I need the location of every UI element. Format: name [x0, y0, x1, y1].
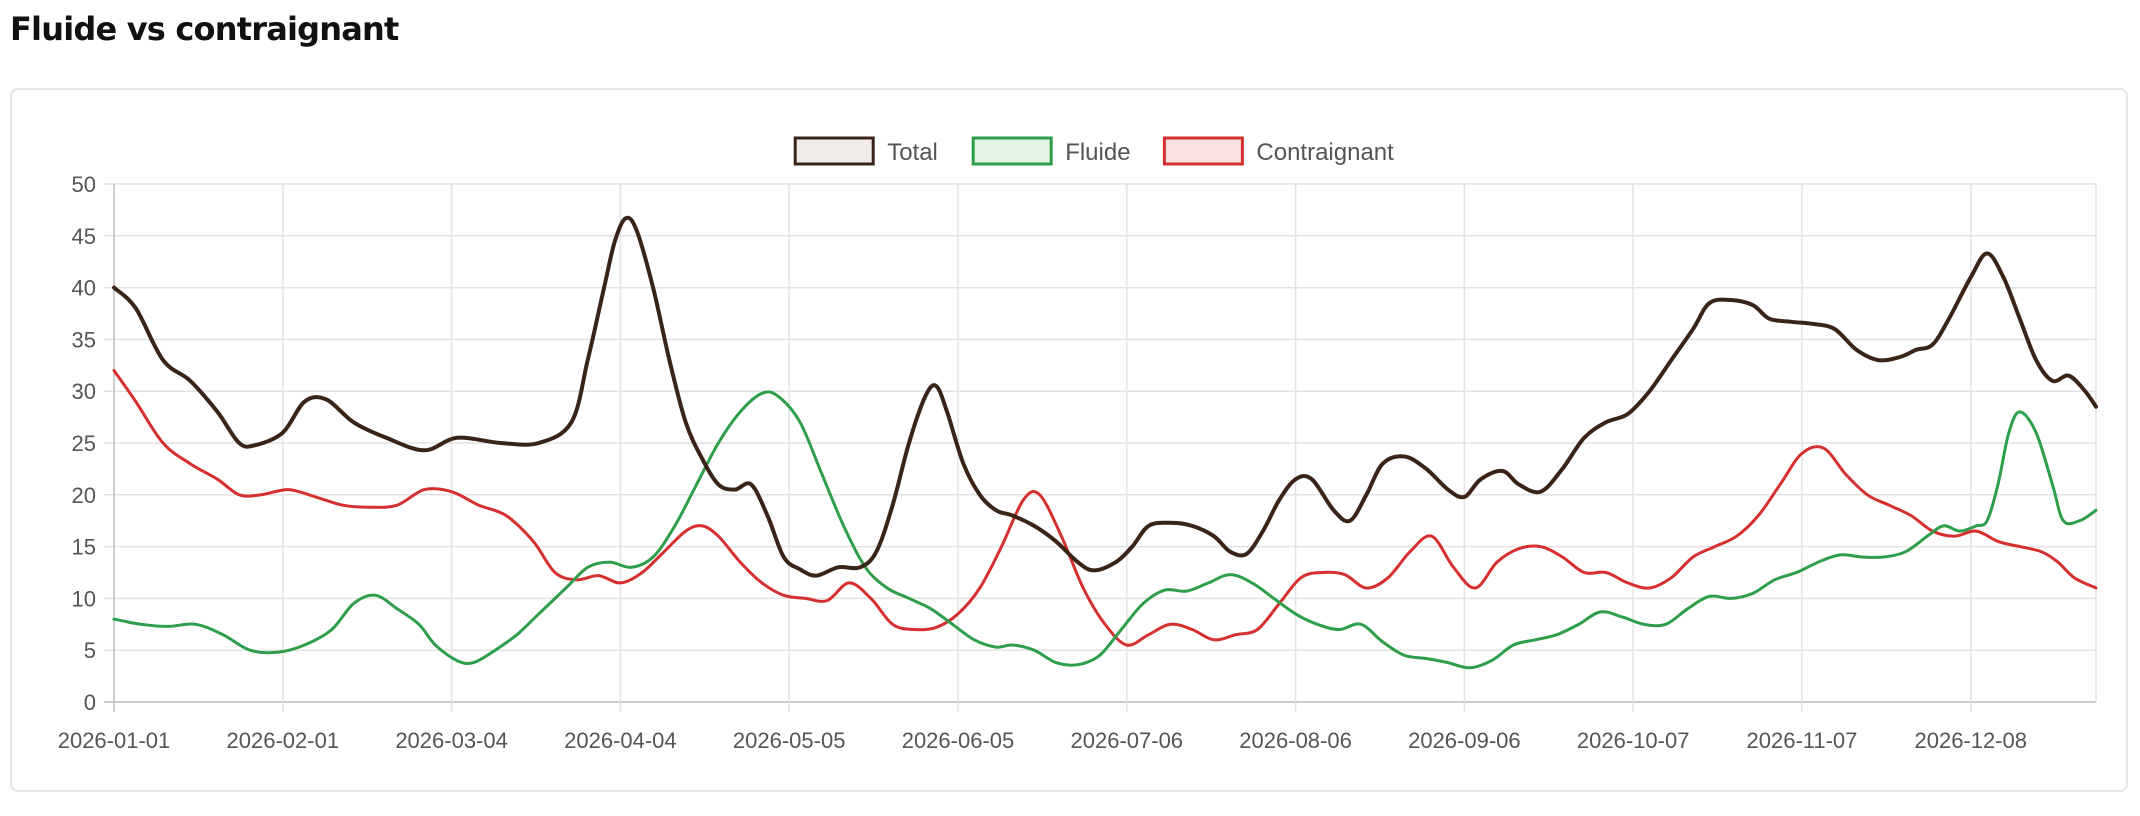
y-tick-label: 25 — [72, 431, 96, 456]
legend-item-fluide: Fluide — [971, 136, 1131, 166]
y-tick-label: 20 — [72, 483, 96, 508]
grid-lines — [104, 183, 2097, 712]
x-tick-label: 2026-07-06 — [1071, 728, 1184, 753]
x-tick-label: 2026-01-01 — [58, 728, 171, 753]
series-line-contraignant — [112, 369, 2098, 647]
series-line-fluide — [112, 390, 2098, 670]
legend-swatch — [1162, 136, 1244, 166]
x-tick-label: 2026-04-04 — [564, 728, 677, 753]
y-axis: 0 5 10 15 20 25 30 35 40 45 50 — [72, 172, 96, 715]
legend-label: Contraignant — [1256, 139, 1394, 166]
y-tick-label: 10 — [72, 586, 96, 611]
legend-item-contraignant: Contraignant — [1162, 136, 1394, 166]
y-tick-label: 45 — [72, 224, 96, 249]
x-tick-label: 2026-10-07 — [1577, 728, 1690, 753]
line-chart: 0 5 10 15 20 25 30 35 40 45 50 2026-01-01 2026-02-0… — [58, 136, 2098, 753]
x-tick-label: 2026-08-06 — [1239, 728, 1352, 753]
y-tick-label: 40 — [72, 276, 96, 301]
series-line-total — [112, 215, 2098, 578]
legend: Total Fluide Contraignant — [793, 136, 1394, 166]
x-tick-label: 2026-06-05 — [902, 728, 1015, 753]
legend-item-total: Total — [793, 136, 938, 166]
x-tick-label: 2026-05-05 — [733, 728, 846, 753]
series-lines — [112, 215, 2098, 670]
x-tick-label: 2026-03-04 — [395, 728, 508, 753]
y-tick-label: 35 — [72, 327, 96, 352]
x-tick-label: 2026-12-08 — [1914, 728, 2027, 753]
x-tick-label: 2026-02-01 — [227, 728, 340, 753]
y-tick-label: 5 — [84, 638, 96, 663]
x-axis: 2026-01-01 2026-02-01 2026-03-04 2026-04-04… — [58, 728, 2027, 753]
y-tick-label: 0 — [84, 690, 96, 715]
legend-swatch — [971, 136, 1053, 166]
x-tick-label: 2026-09-06 — [1408, 728, 1521, 753]
legend-label: Fluide — [1065, 139, 1130, 166]
page-title: Fluide vs contraignant — [10, 10, 399, 48]
x-tick-label: 2026-11-07 — [1747, 728, 1858, 753]
y-tick-label: 50 — [72, 172, 96, 197]
y-tick-label: 30 — [72, 379, 96, 404]
y-tick-label: 15 — [72, 535, 96, 560]
chart-card: 0 5 10 15 20 25 30 35 40 45 50 2026-01-01 2026-02-0… — [10, 88, 2128, 792]
legend-swatch — [793, 136, 875, 166]
legend-label: Total — [887, 139, 938, 166]
